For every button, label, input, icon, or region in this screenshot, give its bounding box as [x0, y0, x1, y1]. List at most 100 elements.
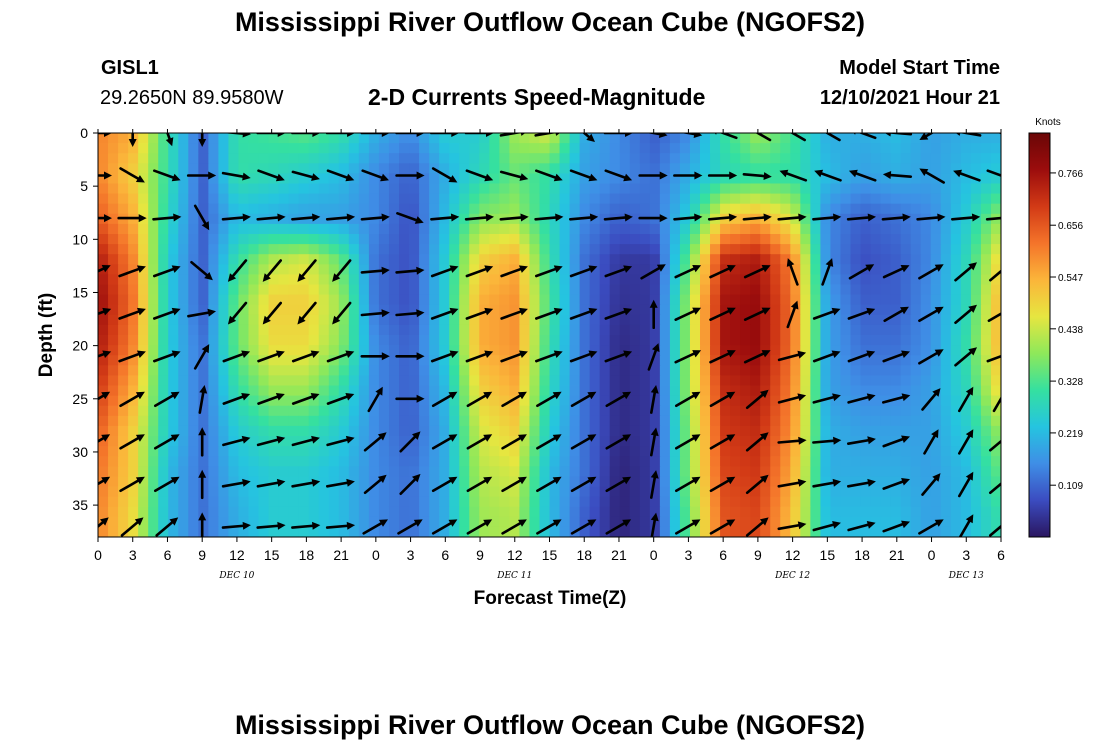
- heatmap-cell: [669, 446, 681, 457]
- heatmap-cell: [348, 314, 360, 326]
- heatmap-cell: [288, 395, 300, 407]
- heatmap-cell: [730, 506, 741, 518]
- heatmap-cell: [890, 355, 902, 366]
- heatmap-cell: [459, 355, 470, 366]
- heatmap-cell: [188, 324, 199, 336]
- heatmap-cell: [509, 234, 520, 245]
- current-vector: [603, 213, 633, 222]
- heatmap-cell: [549, 415, 561, 427]
- heatmap-cell: [318, 203, 330, 215]
- heatmap-cell: [599, 304, 611, 316]
- heatmap-cell: [559, 244, 571, 255]
- current-vector: [777, 436, 807, 445]
- heatmap-cell: [429, 446, 440, 457]
- heatmap-cell: [980, 395, 992, 407]
- heatmap-cell: [760, 143, 771, 154]
- heatmap-cell: [489, 526, 500, 537]
- heatmap-cell: [569, 496, 581, 508]
- heatmap-cell: [579, 183, 591, 195]
- heatmap-cell: [860, 324, 872, 336]
- heatmap-cell: [659, 163, 671, 174]
- heatmap-cell: [168, 163, 179, 174]
- heatmap-cell: [108, 476, 119, 488]
- heatmap-cell: [258, 355, 270, 366]
- heatmap-cell: [178, 355, 189, 366]
- heatmap-cell: [870, 254, 882, 265]
- heatmap-cell: [128, 244, 139, 255]
- heatmap-cell: [519, 425, 531, 437]
- heatmap-cell: [659, 355, 671, 366]
- heatmap-cell: [268, 173, 280, 185]
- heatmap-cell: [128, 324, 139, 336]
- heatmap-cell: [168, 335, 179, 346]
- heatmap-cell: [780, 264, 791, 275]
- heatmap-cell: [710, 365, 721, 376]
- heatmap-cell: [519, 385, 531, 397]
- heatmap-cell: [549, 324, 561, 336]
- heatmap-cell: [509, 516, 520, 528]
- heatmap-cell: [730, 304, 741, 316]
- heatmap-cell: [539, 244, 551, 255]
- heatmap-cell: [529, 153, 541, 164]
- heatmap-cell: [720, 496, 731, 508]
- heatmap-cell: [810, 183, 821, 195]
- heatmap-cell: [740, 425, 751, 437]
- current-vector: [786, 258, 799, 286]
- heatmap-cell: [629, 244, 641, 255]
- heatmap-cell: [750, 324, 761, 336]
- heatmap-cell: [529, 163, 541, 174]
- heatmap-cell: [850, 486, 862, 498]
- heatmap-cell: [850, 365, 862, 376]
- heatmap-cell: [890, 365, 902, 376]
- heatmap-cell: [368, 506, 380, 518]
- heatmap-cell: [409, 486, 420, 498]
- heatmap-cell: [609, 324, 621, 336]
- heatmap-cell: [238, 254, 250, 265]
- heatmap-cell: [479, 526, 490, 537]
- heatmap-cell: [880, 274, 892, 286]
- heatmap-cell: [198, 193, 209, 205]
- heatmap-cell: [579, 324, 591, 336]
- heatmap-cell: [98, 324, 109, 336]
- x-tick-label: 18: [299, 547, 315, 563]
- heatmap-cell: [138, 446, 149, 457]
- heatmap-cell: [689, 496, 701, 508]
- current-vector: [221, 213, 251, 222]
- heatmap-cell: [880, 193, 892, 205]
- heatmap-cell: [469, 486, 480, 498]
- heatmap-cell: [870, 526, 882, 537]
- heatmap-cell: [669, 355, 681, 366]
- heatmap-cell: [308, 153, 320, 164]
- heatmap-cell: [248, 415, 260, 427]
- heatmap-cell: [679, 425, 691, 437]
- heatmap-cell: [449, 375, 460, 387]
- heatmap-cell: [780, 203, 791, 215]
- heatmap-cell: [228, 405, 240, 417]
- heatmap-cell: [318, 244, 330, 255]
- current-vector: [848, 264, 875, 280]
- heatmap-cell: [910, 395, 922, 407]
- heatmap-cell: [108, 173, 119, 185]
- heatmap-cell: [419, 183, 430, 195]
- heatmap-cell: [589, 436, 601, 447]
- heatmap-cell: [810, 274, 821, 286]
- heatmap-cell: [740, 496, 751, 508]
- heatmap-cell: [248, 244, 260, 255]
- heatmap-cell: [910, 234, 922, 245]
- heatmap-cell: [830, 365, 842, 376]
- heatmap-cell: [198, 526, 209, 537]
- heatmap-cell: [960, 415, 972, 427]
- heatmap-cell: [790, 324, 801, 336]
- heatmap-cell: [710, 203, 721, 215]
- heatmap-cell: [248, 264, 260, 275]
- heatmap-cell: [579, 365, 591, 376]
- heatmap-cell: [639, 506, 651, 518]
- heatmap-cell: [198, 395, 209, 407]
- heatmap-cell: [830, 355, 842, 366]
- heatmap-cell: [519, 274, 531, 286]
- heatmap-cell: [118, 304, 129, 316]
- heatmap-cell: [499, 203, 510, 215]
- heatmap-cell: [780, 223, 791, 235]
- heatmap-cell: [539, 375, 551, 387]
- heatmap-cell: [308, 345, 320, 356]
